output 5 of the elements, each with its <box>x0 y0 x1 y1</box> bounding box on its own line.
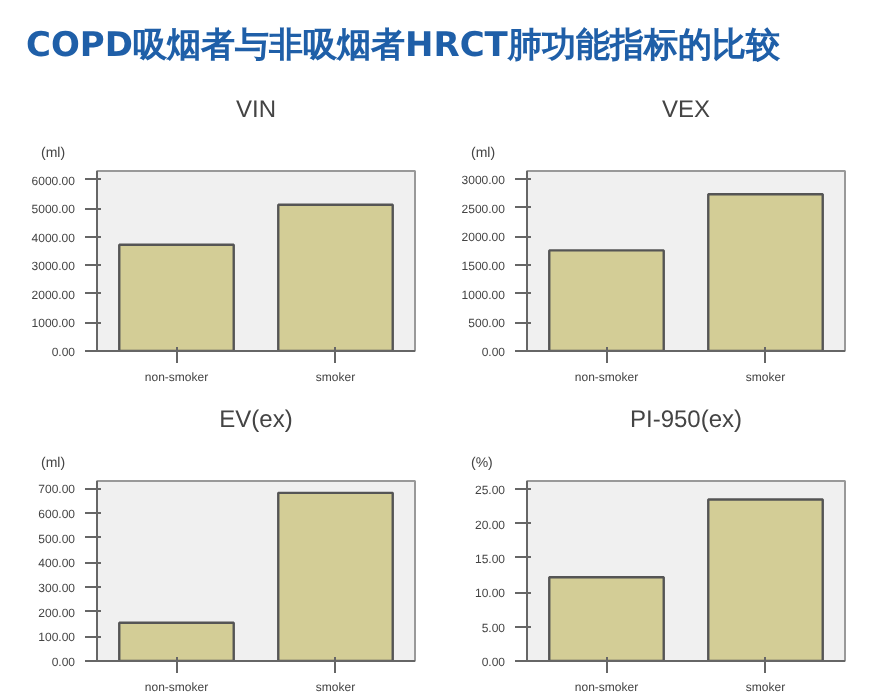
chart-title: VIN <box>236 95 277 123</box>
chart-title: EV(ex) <box>219 405 293 433</box>
chart-title: PI-950(ex) <box>629 405 743 433</box>
chart-title: VEX <box>661 95 711 123</box>
text: COPD吸烟者与非吸烟者HRCT肺功能指标的比较 <box>26 24 780 70</box>
